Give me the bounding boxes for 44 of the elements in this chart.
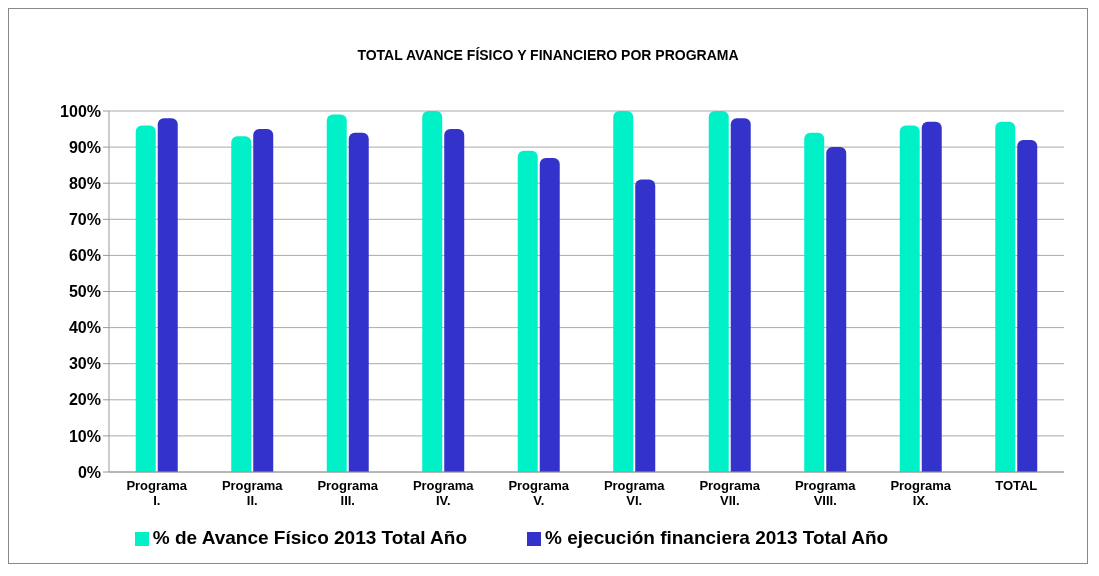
y-tick-label: 50%: [68, 283, 101, 301]
bar: [135, 125, 156, 472]
bar: [730, 118, 751, 472]
bar: [517, 150, 538, 472]
x-tick-label: Programa I.: [126, 478, 188, 508]
chart-title: TOTAL AVANCE FÍSICO Y FINANCIERO POR PROGRAMA: [356, 47, 740, 63]
x-tick-label: Programa III.: [317, 478, 379, 508]
bar: [231, 136, 252, 472]
bar: [635, 179, 656, 472]
bar: [613, 111, 634, 472]
y-tick-label: 30%: [68, 355, 101, 373]
bar: [539, 157, 560, 472]
bar: [921, 121, 942, 472]
bar: [157, 118, 178, 472]
bar: [422, 111, 443, 472]
bar: [995, 121, 1016, 472]
x-tick-label: Programa V.: [508, 478, 570, 508]
y-tick-label: 60%: [68, 247, 101, 265]
x-tick-label: Programa VIII.: [794, 478, 857, 508]
bar: [444, 129, 465, 472]
x-tick-label: Programa VII.: [699, 478, 761, 508]
y-tick-label: 10%: [68, 427, 101, 445]
x-tick-label: Programa IX.: [890, 478, 952, 508]
bar: [899, 125, 920, 472]
y-tick-label: 40%: [68, 319, 101, 337]
y-tick-label: 90%: [68, 138, 101, 156]
y-tick-label: 20%: [68, 391, 101, 409]
legend-label: % de Avance Físico 2013 Total Año: [152, 527, 468, 548]
bar: [826, 147, 847, 472]
x-tick-label: Programa II.: [221, 478, 284, 508]
bar: [253, 129, 274, 472]
y-tick-label: 80%: [68, 174, 101, 192]
bar: [804, 132, 825, 472]
bar: [326, 114, 347, 472]
bar: [1017, 139, 1038, 472]
y-tick-label: 0%: [77, 463, 101, 481]
x-tick-label: Programa IV.: [412, 478, 475, 508]
x-tick-label: TOTAL: [995, 478, 1038, 493]
y-tick-label: 70%: [68, 210, 101, 228]
bar: [708, 111, 729, 472]
y-tick-label: 100%: [60, 102, 101, 120]
x-tick-label: Programa VI.: [603, 478, 666, 508]
legend-label: % ejecución financiera 2013 Total Año: [545, 527, 889, 548]
bar: [348, 132, 369, 472]
